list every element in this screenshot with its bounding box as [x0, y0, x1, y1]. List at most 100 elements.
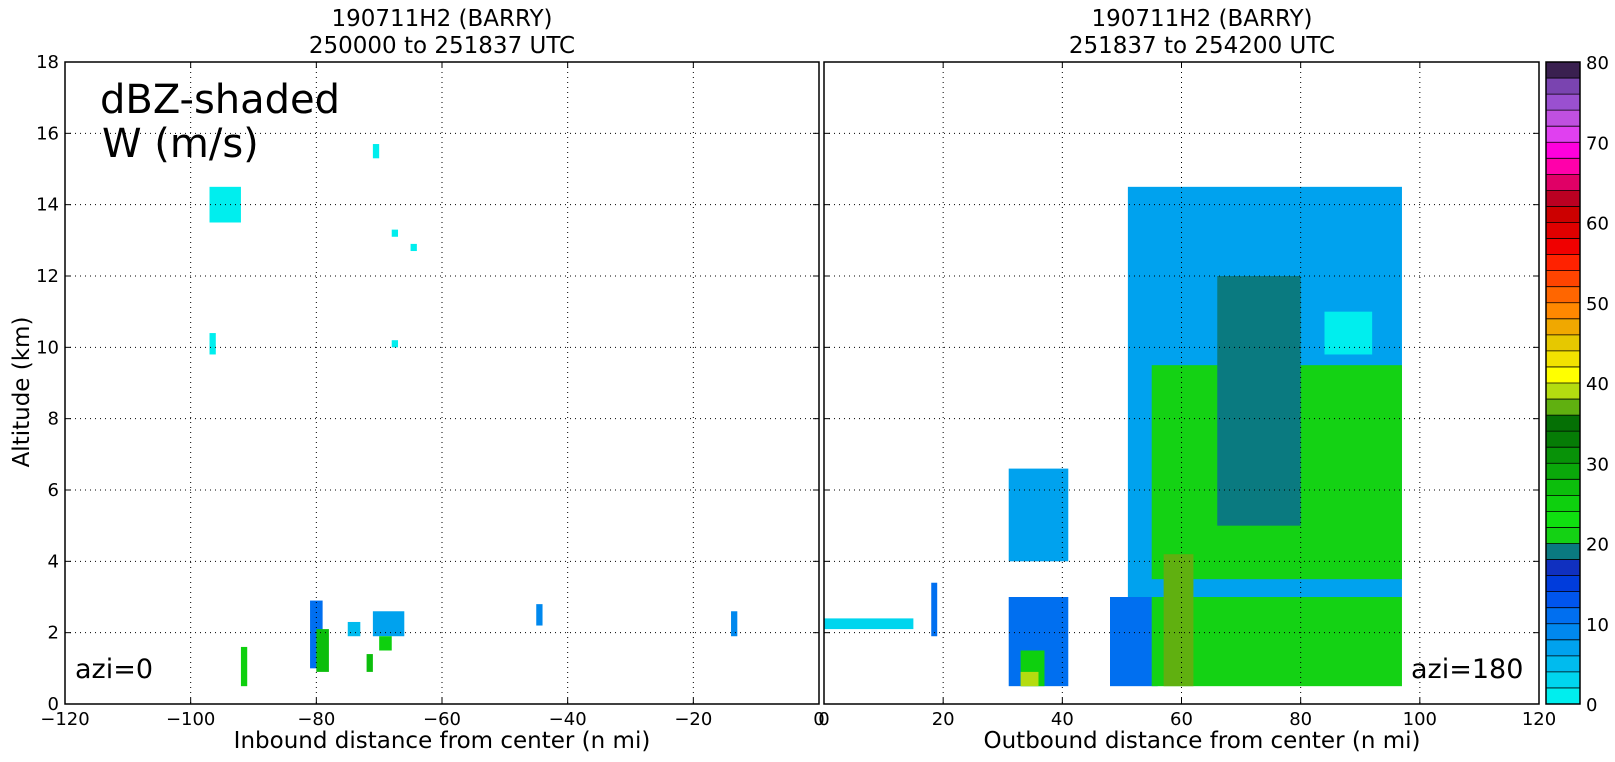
- reflectivity-patch-7: [1110, 597, 1158, 687]
- colorbar-segment: [1546, 238, 1580, 255]
- left-title-line2: 250000 to 251837 UTC: [308, 33, 576, 59]
- left-azimuth-label: azi=0: [75, 654, 154, 685]
- reflectivity-patch-12: [1217, 276, 1301, 526]
- right-title-line2: 251837 to 254200 UTC: [1068, 33, 1336, 59]
- colorbar-segment: [1546, 431, 1580, 448]
- colorbar-segment: [1546, 270, 1580, 287]
- colorbar-segment: [1546, 366, 1580, 384]
- reflectivity-patch-7: [347, 621, 361, 637]
- colorbar-tick-label: 30: [1586, 454, 1609, 475]
- colorbar-segment: [1546, 511, 1580, 528]
- x-tick-label: 80: [1289, 709, 1312, 730]
- left-title-line1: 190711H2 (BARRY): [331, 6, 553, 32]
- reflectivity-patch-3: [1008, 468, 1069, 562]
- colorbar-segment: [1546, 415, 1580, 432]
- colorbar-segment: [1546, 158, 1580, 175]
- reflectivity-patch-8: [1151, 597, 1402, 687]
- x-tick-label: 60: [1170, 709, 1193, 730]
- left-x-axis-label: Inbound distance from center (n mi): [233, 728, 651, 754]
- colorbar-segment: [1546, 479, 1580, 496]
- right-panel: 0 20 40 60 80 100 120: [818, 61, 1556, 730]
- reflectivity-patch-9: [536, 604, 543, 626]
- colorbar-tick-label: 40: [1586, 374, 1609, 395]
- reflectivity-patch-11: [1324, 311, 1373, 355]
- reflectivity-patch-2: [372, 144, 380, 159]
- left-title: 190711H2 (BARRY) 250000 to 251837 UTC: [65, 6, 819, 60]
- left-panel: −120 −100 −80 −60 −40 −20 0 0 2 4 6 8 10 12 14 16 18: [36, 52, 825, 730]
- colorbar-segment: [1546, 350, 1580, 368]
- colorbar-tick-label: 20: [1586, 535, 1609, 556]
- colorbar-segment: [1546, 142, 1580, 159]
- y-tick-label: 2: [48, 623, 59, 644]
- colorbar-tick-label: 70: [1586, 133, 1609, 154]
- y-axis-label: Altitude (km): [9, 316, 35, 468]
- colorbar-segment: [1546, 591, 1580, 608]
- colorbar-segment: [1546, 463, 1580, 480]
- colorbar-segment: [1546, 527, 1580, 544]
- x-tick-label: −120: [40, 709, 89, 730]
- colorbar-segment: [1546, 222, 1580, 239]
- reflectivity-patch-0: [824, 618, 914, 630]
- colorbar-segment: [1546, 383, 1580, 400]
- reflectivity-patch-8: [372, 611, 405, 637]
- x-tick-label: −100: [166, 709, 215, 730]
- x-tick-label: −40: [549, 709, 587, 730]
- reflectivity-patch-10: [731, 611, 738, 637]
- colorbar-segment: [1546, 623, 1580, 641]
- y-tick-label: 6: [48, 480, 59, 501]
- x-tick-label: −20: [674, 709, 712, 730]
- reflectivity-patch-14: [366, 654, 373, 672]
- colorbar-segment: [1546, 206, 1580, 223]
- x-tick-label: −80: [297, 709, 335, 730]
- reflectivity-patch-4: [410, 243, 417, 252]
- x-tick-label: 100: [1403, 709, 1437, 730]
- right-azimuth-label: azi=180: [1411, 654, 1524, 685]
- colorbar-segment: [1546, 334, 1580, 352]
- colorbar-segment: [1546, 495, 1580, 512]
- x-tick-label: 120: [1522, 709, 1556, 730]
- colorbar-segment: [1546, 302, 1580, 320]
- x-tick-label: 0: [813, 709, 824, 730]
- colorbar-segment: [1546, 318, 1580, 336]
- colorbar-tick-label: 60: [1586, 214, 1609, 235]
- colorbar-segment: [1546, 78, 1580, 95]
- colorbar-segment: [1546, 543, 1580, 560]
- x-tick-label: 0: [818, 709, 829, 730]
- colorbar-segment: [1546, 94, 1580, 111]
- colorbar-segment: [1546, 126, 1580, 143]
- right-title-line1: 190711H2 (BARRY): [1091, 6, 1313, 32]
- x-tick-label: 40: [1051, 709, 1074, 730]
- x-tick-label: 20: [932, 709, 955, 730]
- colorbar-segment: [1546, 671, 1580, 689]
- reflectivity-patch-5: [391, 340, 399, 348]
- legend-dbz-shaded: dBZ-shaded: [100, 77, 341, 123]
- reflectivity-patch-10: [1163, 554, 1194, 687]
- colorbar-segment: [1546, 575, 1580, 592]
- right-title: 190711H2 (BARRY) 251837 to 254200 UTC: [824, 6, 1580, 60]
- colorbar-segment: [1546, 190, 1580, 207]
- colorbar: 0 10 20 30 40 50 60 70 80: [1545, 53, 1609, 716]
- y-tick-label: 10: [36, 337, 59, 358]
- x-tick-label: −60: [423, 709, 461, 730]
- colorbar-segment: [1546, 655, 1580, 673]
- y-tick-label: 18: [36, 52, 59, 73]
- colorbar-tick-label: 10: [1586, 615, 1609, 636]
- colorbar-segment: [1546, 110, 1580, 127]
- y-tick-label: 12: [36, 266, 59, 287]
- reflectivity-patch-11: [240, 646, 248, 687]
- colorbar-segment: [1546, 254, 1580, 271]
- colorbar-segment: [1546, 399, 1580, 416]
- reflectivity-patch-1: [931, 582, 938, 637]
- reflectivity-patch-12: [316, 629, 329, 672]
- colorbar-segment: [1546, 639, 1580, 657]
- reflectivity-patch-13: [379, 636, 392, 651]
- y-tick-label: 0: [48, 694, 59, 715]
- colorbar-segment: [1546, 447, 1580, 464]
- y-tick-label: 4: [48, 551, 59, 572]
- colorbar-segment: [1546, 174, 1580, 191]
- right-x-axis-label: Outbound distance from center (n mi): [983, 728, 1421, 754]
- y-tick-label: 14: [36, 195, 59, 216]
- colorbar-tick-label: 0: [1586, 695, 1597, 716]
- colorbar-segment: [1546, 607, 1580, 625]
